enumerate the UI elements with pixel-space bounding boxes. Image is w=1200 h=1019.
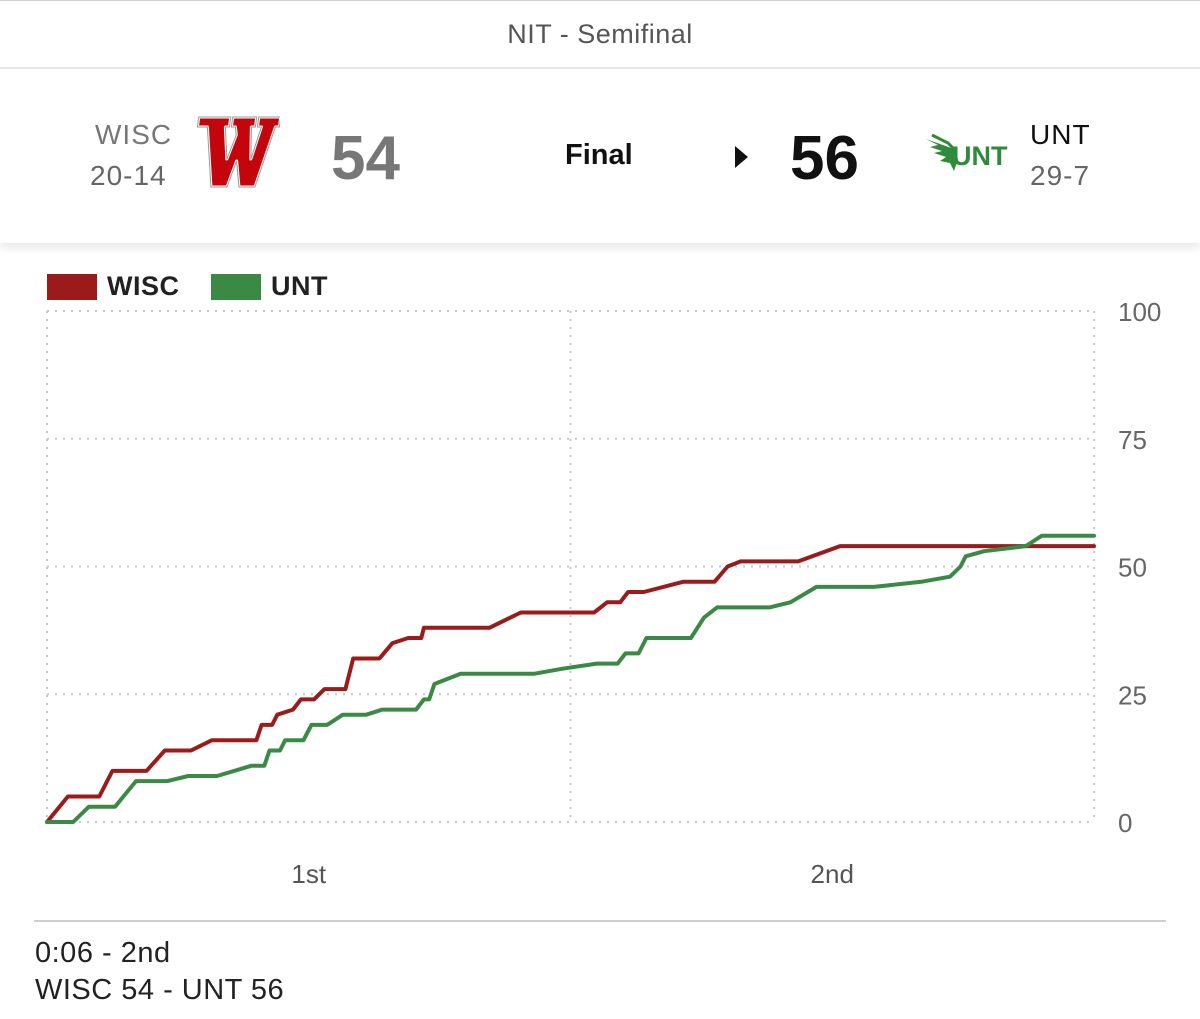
scoreboard[interactable]: WISC 20-14 54 Final 56 UNT UNT 29-7: [0, 69, 1200, 243]
legend-unt-swatch: [211, 273, 261, 300]
x-axis-labels: 1st 2nd: [291, 859, 854, 889]
last-play-score: WISC 54 - UNT 56: [35, 974, 285, 1006]
wisconsin-logo-icon[interactable]: [190, 109, 280, 193]
round-divider: [0, 67, 1200, 69]
chart-plot[interactable]: 0 25 50 75 100 1st 2nd: [0, 243, 1200, 923]
x-tick-label: 2nd: [811, 859, 854, 889]
legend-unt-label: UNT: [271, 271, 328, 301]
last-play-time: 0:06 - 2nd: [35, 937, 171, 969]
chart-grid: [46, 310, 1095, 823]
legend-wisc-label: WISC: [107, 271, 180, 301]
home-team-abbr[interactable]: UNT: [1030, 119, 1091, 150]
game-flow-chart[interactable]: WISC UNT 0 25 50 75 100 1st 2nd: [0, 243, 1200, 923]
x-tick-label: 1st: [291, 859, 326, 889]
top-divider: [0, 0, 1200, 1]
y-tick-label: 75: [1118, 425, 1147, 455]
y-tick-label: 100: [1118, 297, 1161, 327]
home-team-record: 29-7: [1030, 160, 1091, 191]
chart-series: [45, 533, 1096, 824]
away-score: 54: [331, 124, 400, 193]
y-axis-labels: 0 25 50 75 100: [1118, 297, 1161, 838]
away-team-record: 20-14: [90, 160, 167, 191]
y-tick-label: 0: [1118, 808, 1132, 838]
y-tick-label: 50: [1118, 553, 1147, 583]
winner-arrow-icon: [735, 146, 748, 168]
game-status: Final: [565, 139, 633, 171]
unt-eagle-logo-icon[interactable]: UNT: [924, 131, 1012, 175]
footer-divider: [34, 920, 1166, 922]
series-line-wisc: [45, 544, 1096, 824]
y-tick-label: 25: [1118, 680, 1147, 710]
series-line-unt: [45, 533, 1096, 824]
unt-logo-text: UNT: [952, 141, 1008, 171]
away-team-abbr[interactable]: WISC: [95, 119, 173, 150]
legend-wisc-swatch: [47, 273, 97, 300]
legend-unt[interactable]: UNT: [211, 271, 328, 302]
home-score: 56: [790, 124, 859, 193]
round-title: NIT - Semifinal: [507, 18, 693, 49]
legend-wisc[interactable]: WISC: [47, 271, 180, 302]
